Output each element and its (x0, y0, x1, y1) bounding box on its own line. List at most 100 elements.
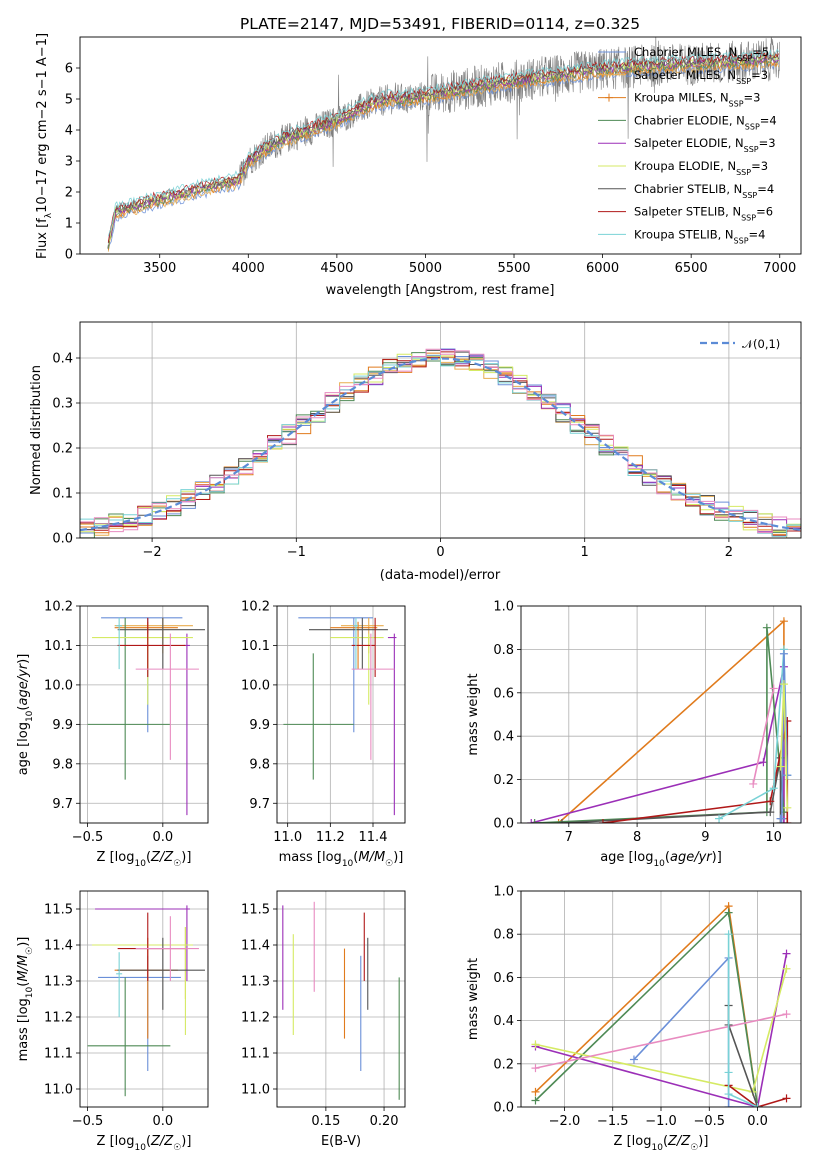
age-vs-Z-xlabel-part: ( (146, 850, 151, 865)
massweight-vs-age-point-marker (749, 779, 758, 788)
age-vs-Z-xlabel-part: Z/Z (150, 850, 174, 865)
age-vs-mass-xlabel-part: )] (393, 850, 403, 865)
mass-vs-ebv-frame (276, 890, 406, 1108)
age-vs-mass-ytick-label: 9.8 (249, 757, 270, 772)
age-vs-Z-xlabel: Z [log10(Z/Z☉)] (97, 850, 192, 869)
massweight-vs-age-xtick-label: 7 (565, 830, 573, 845)
residual-histogram (80, 348, 801, 534)
age-vs-Z-xlabel-part: )] (181, 850, 191, 865)
massweight-vs-age-point-marker (777, 814, 786, 823)
age-vs-mass-xtick-label: 11.0 (273, 830, 302, 845)
spectrum-frame (79, 36, 802, 255)
massweight-vs-Z-point-marker (782, 1094, 791, 1103)
massweight-vs-age-ytick-label: 0.4 (493, 730, 514, 745)
legend-count: =3 (759, 136, 776, 150)
spectrum-panel: 3500 4000 4500 5000 5500 6000 6500 7000 0 1 2 3 4 5 6 C… (35, 33, 802, 298)
spectrum-legend-label: Chabrier ELODIE, NSSP=4 (634, 113, 777, 130)
mass-vs-ebv-ytick-label: 11.4 (241, 939, 270, 954)
massweight-vs-age-xlabel-part: age [log (600, 850, 653, 865)
massweight-vs-Z-point-marker (724, 1068, 733, 1077)
massweight-vs-Z-ytick-label: 0.6 (493, 971, 514, 986)
massweight-vs-Z-panel: −2.0 −1.5 −1.0 −0.5 0.0 0.0 0.2 0.4 0.6 0.8 1.0 Z [… (466, 885, 802, 1153)
legend-sub: SSP (741, 213, 756, 222)
mass-vs-Z-ylabel-part: 10 (25, 986, 35, 998)
spectrum-legend-label: Chabrier STELIB, NSSP=4 (634, 182, 774, 200)
massweight-vs-Z-series-line (727, 934, 758, 1107)
age-vs-mass-ytick-label: 9.7 (249, 797, 270, 812)
residuals-frame (79, 321, 802, 539)
spectrum-ylabel-part: s (35, 89, 50, 100)
massweight-vs-age-ytick-label: 0.2 (493, 773, 514, 788)
massweight-vs-age-point-marker (779, 617, 788, 626)
legend-count: =3 (744, 91, 761, 105)
age-vs-mass-ytick-label: 9.9 (249, 718, 270, 733)
age-vs-Z-ylabel-part: ( (16, 706, 31, 711)
massweight-vs-Z-ylabel-part: mass weight (466, 958, 481, 1040)
massweight-vs-age-point-marker (779, 819, 788, 823)
mass-vs-Z-xlabel-part: ☉ (173, 1143, 181, 1153)
legend-count: =6 (756, 205, 773, 219)
mass-vs-Z-xlabel-part: ( (146, 1134, 151, 1149)
residuals-ytick-label: 0.4 (52, 352, 73, 367)
residuals-ytick-label: 0.1 (52, 487, 73, 502)
massweight-vs-Z-point-marker (782, 1010, 791, 1019)
legend-sub: SSP (734, 236, 749, 245)
age-vs-mass-plot-area (283, 617, 397, 816)
legend-count: =4 (749, 227, 766, 241)
residuals-xtick-label: 1 (581, 545, 589, 560)
massweight-vs-Z-xtick-label: −1.0 (645, 1114, 677, 1129)
age-vs-Z-xtick-label: 0.0 (152, 830, 173, 845)
massweight-vs-Z-ytick-label: 0.0 (493, 1101, 514, 1116)
legend-sub: SSP (737, 54, 752, 63)
massweight-vs-age-xlabel-part: 10 (653, 859, 665, 869)
massweight-vs-age-point-marker (783, 771, 792, 780)
massweight-vs-Z-xlabel-part: Z [log (614, 1134, 652, 1149)
residuals-panel: −2 −1 0 1 2 0.0 0.1 0.2 0.3 0.4 𝒩(0,1) (data-model)… (29, 321, 802, 583)
spectrum-legend-label: Kroupa STELIB, NSSP=4 (634, 227, 765, 245)
massweight-vs-Z-ytick-label: 0.2 (493, 1057, 514, 1072)
age-vs-mass-xlabel-part: M/M (358, 850, 385, 865)
massweight-vs-age-series-line (561, 757, 782, 823)
age-vs-mass-xtick-label: 11.2 (316, 830, 345, 845)
spectrum-plot-area (107, 37, 780, 252)
legend-name: Chabrier MILES, N (634, 45, 737, 59)
massweight-vs-Z-point-marker (531, 1040, 540, 1049)
massweight-vs-Z-ylabel: mass weight (466, 958, 481, 1040)
spectrum-legend-label: Kroupa ELODIE, NSSP=3 (634, 159, 768, 177)
mass-vs-Z-panel: −0.5 0.011.011.111.211.311.411.5Z [log10(… (16, 890, 209, 1153)
spectrum-legend-label: Salpeter STELIB, NSSP=6 (634, 205, 773, 223)
massweight-vs-Z-xlabel: Z [log10(Z/Z☉)] (614, 1134, 709, 1153)
massweight-vs-Z-point-marker (629, 1055, 638, 1064)
legend-sub: SSP (742, 190, 757, 199)
mass-vs-ebv-xlabel: E(B-V) (321, 1134, 361, 1149)
residuals-xtick-label: 2 (725, 545, 733, 560)
spectrum-xtick-label: 3500 (143, 261, 176, 276)
massweight-vs-age-xlabel-part: age/yr (670, 850, 713, 865)
massweight-vs-Z-series-line (535, 1013, 787, 1069)
legend-name: Salpeter MILES, N (634, 68, 736, 82)
mass-vs-Z-ytick-label: 11.3 (44, 975, 73, 990)
age-vs-Z-ylabel-part: 10 (25, 710, 35, 722)
mass-vs-Z-xlabel-part: Z [log (97, 1134, 135, 1149)
mass-vs-Z-ytick-label: 11.5 (44, 903, 73, 918)
spectrum-model-line (107, 52, 779, 243)
age-vs-Z-ylabel-part: age [log (16, 722, 31, 775)
mass-vs-Z-ytick-label: 11.4 (44, 939, 73, 954)
massweight-vs-Z-xlabel-part: ☉ (690, 1143, 698, 1153)
massweight-vs-Z-point-marker (724, 908, 733, 917)
mass-vs-Z-ytick-label: 11.0 (44, 1083, 73, 1098)
massweight-vs-age-ytick-label: 0.0 (493, 817, 514, 832)
massweight-vs-age-point-marker (527, 819, 536, 823)
massweight-vs-Z-point-marker (531, 1064, 540, 1073)
mass-vs-Z-ylabel-part: )] (16, 937, 31, 947)
spectrum-model-line (107, 51, 780, 243)
massweight-vs-Z-point-marker (531, 1096, 540, 1105)
massweight-vs-Z-xlabel-part: 10 (651, 1143, 663, 1153)
residuals-xtick-label: 0 (436, 545, 444, 560)
mass-vs-Z-ytick-label: 11.2 (44, 1011, 73, 1026)
age-vs-Z-ylabel-part: )] (16, 654, 31, 664)
age-vs-Z-ylabel-part: age/yr (16, 662, 31, 705)
mass-vs-Z-ylabel-part: mass [log (16, 998, 31, 1061)
spectrum-ylabel-part: −17 (35, 169, 50, 196)
